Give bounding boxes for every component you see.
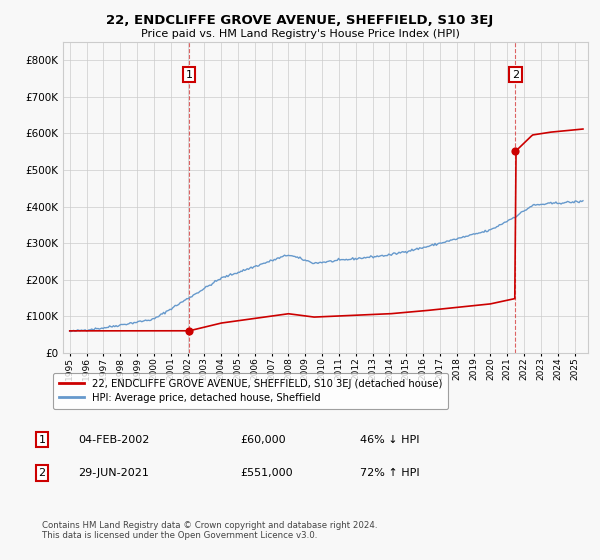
Text: 29-JUN-2021: 29-JUN-2021 — [78, 468, 149, 478]
Text: 46% ↓ HPI: 46% ↓ HPI — [360, 435, 419, 445]
Text: Price paid vs. HM Land Registry's House Price Index (HPI): Price paid vs. HM Land Registry's House … — [140, 29, 460, 39]
Legend: 22, ENDCLIFFE GROVE AVENUE, SHEFFIELD, S10 3EJ (detached house), HPI: Average pr: 22, ENDCLIFFE GROVE AVENUE, SHEFFIELD, S… — [53, 372, 448, 409]
Text: £551,000: £551,000 — [240, 468, 293, 478]
Point — [511, 147, 520, 156]
Text: £60,000: £60,000 — [240, 435, 286, 445]
Text: 1: 1 — [38, 435, 46, 445]
Text: 04-FEB-2002: 04-FEB-2002 — [78, 435, 149, 445]
Point — [184, 326, 194, 335]
Text: 1: 1 — [185, 69, 193, 80]
Text: 2: 2 — [512, 69, 519, 80]
Text: 22, ENDCLIFFE GROVE AVENUE, SHEFFIELD, S10 3EJ: 22, ENDCLIFFE GROVE AVENUE, SHEFFIELD, S… — [106, 14, 494, 27]
Text: 2: 2 — [38, 468, 46, 478]
Text: 72% ↑ HPI: 72% ↑ HPI — [360, 468, 419, 478]
Text: Contains HM Land Registry data © Crown copyright and database right 2024.
This d: Contains HM Land Registry data © Crown c… — [42, 521, 377, 540]
